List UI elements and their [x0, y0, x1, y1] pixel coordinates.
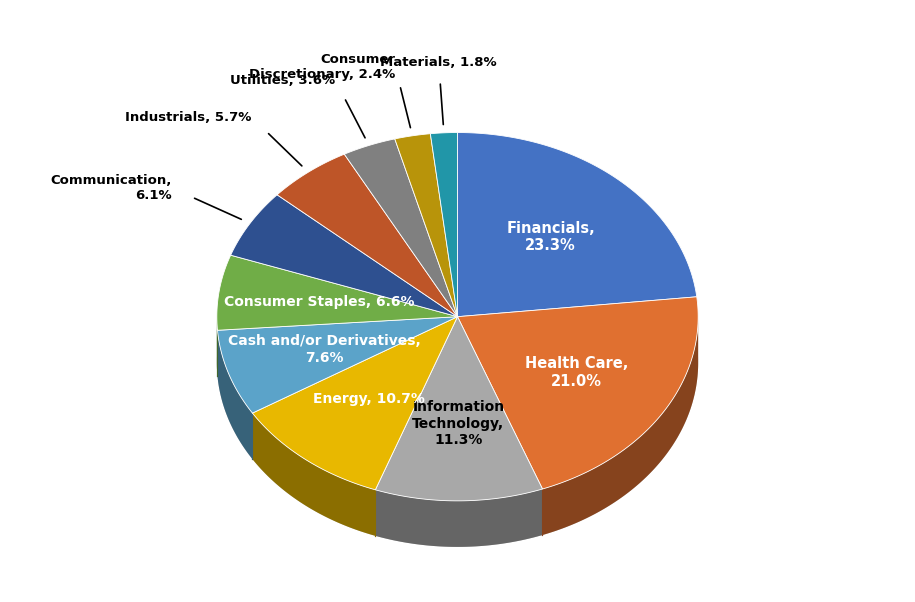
Text: Materials, 1.8%: Materials, 1.8% [381, 57, 497, 69]
Polygon shape [253, 413, 375, 536]
Polygon shape [217, 255, 458, 330]
Polygon shape [394, 134, 458, 317]
Text: Health Care,
21.0%: Health Care, 21.0% [525, 356, 628, 389]
Text: Industrials, 5.7%: Industrials, 5.7% [125, 111, 252, 124]
Polygon shape [277, 154, 458, 317]
Text: Utilities, 3.6%: Utilities, 3.6% [231, 74, 336, 87]
Polygon shape [375, 317, 543, 501]
Polygon shape [375, 489, 543, 547]
Text: Consumer Staples, 6.6%: Consumer Staples, 6.6% [224, 296, 414, 309]
Polygon shape [218, 317, 458, 413]
Text: Cash and/or Derivatives,
7.6%: Cash and/or Derivatives, 7.6% [228, 335, 421, 365]
Text: Energy, 10.7%: Energy, 10.7% [313, 393, 425, 406]
Polygon shape [218, 330, 253, 459]
Text: Financials,
23.3%: Financials, 23.3% [506, 221, 595, 253]
Polygon shape [458, 132, 696, 317]
Ellipse shape [217, 179, 698, 547]
Polygon shape [231, 195, 458, 317]
Polygon shape [344, 139, 458, 317]
Polygon shape [430, 132, 458, 317]
Text: Information
Technology,
11.3%: Information Technology, 11.3% [413, 400, 504, 447]
Polygon shape [543, 317, 698, 535]
Text: Communication,
6.1%: Communication, 6.1% [50, 174, 171, 202]
Polygon shape [458, 297, 698, 489]
Polygon shape [253, 317, 458, 490]
Text: Consumer
Discretionary, 2.4%: Consumer Discretionary, 2.4% [249, 53, 395, 81]
